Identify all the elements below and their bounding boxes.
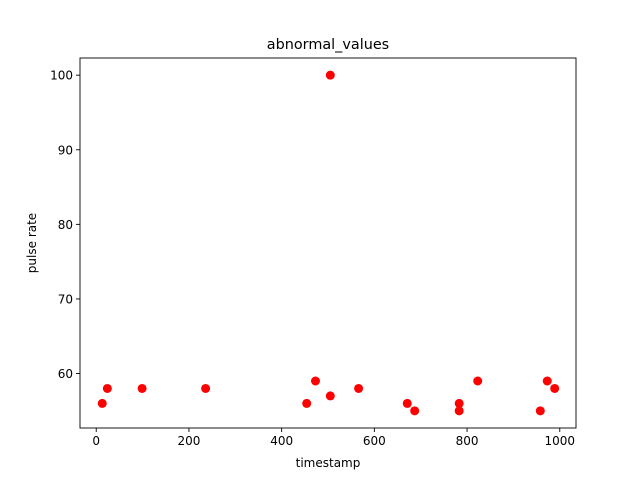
data-point (201, 383, 211, 393)
data-point (310, 376, 320, 386)
x-tick-label: 800 (456, 434, 479, 448)
data-point (325, 70, 335, 80)
x-tick-label: 0 (92, 434, 100, 448)
data-point (542, 376, 552, 386)
x-tick-label: 1000 (545, 434, 576, 448)
axis-ticks: 0 200 400 600 800 1000 60 70 80 90 100 (50, 69, 575, 448)
data-point (410, 406, 420, 416)
y-axis-title: pulse rate (25, 213, 39, 273)
data-point (102, 383, 112, 393)
data-point (454, 406, 464, 416)
y-tick-label: 80 (58, 218, 73, 232)
x-tick-label: 400 (270, 434, 293, 448)
x-tick-label: 200 (177, 434, 200, 448)
y-tick-label: 90 (58, 143, 73, 157)
data-point (473, 376, 483, 386)
data-point (402, 398, 412, 408)
y-tick-label: 100 (50, 69, 73, 83)
data-points (97, 70, 560, 416)
y-tick-label: 70 (58, 292, 73, 306)
data-point (354, 383, 364, 393)
data-point (302, 398, 312, 408)
data-point (97, 398, 107, 408)
plot-frame (79, 57, 577, 429)
x-axis-title: timestamp (296, 456, 361, 470)
data-point (550, 383, 560, 393)
y-tick-label: 60 (58, 367, 73, 381)
data-point (535, 406, 545, 416)
chart-title: abnormal_values (267, 37, 389, 53)
data-point (454, 398, 464, 408)
data-point (325, 391, 335, 401)
x-tick-label: 600 (363, 434, 386, 448)
data-point (137, 383, 147, 393)
